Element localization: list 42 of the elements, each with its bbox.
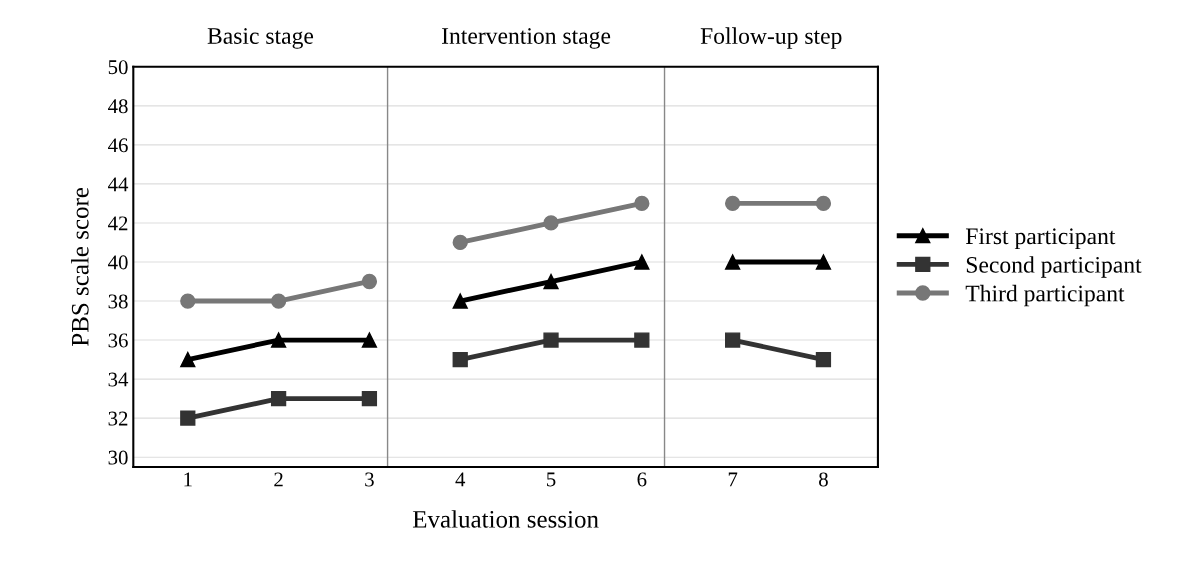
y-tick-label: 50 xyxy=(108,60,128,75)
x-tick-label: 1 xyxy=(184,472,192,487)
y-tick-label: 36 xyxy=(108,333,128,348)
point xyxy=(361,390,378,407)
x-tick-label: 6 xyxy=(637,472,647,487)
y-tick-label: 48 xyxy=(108,99,128,114)
text: Basic stage xyxy=(207,28,314,49)
legend-label: Third participant xyxy=(965,284,1125,307)
y-tick-label: 34 xyxy=(108,372,129,387)
point xyxy=(361,332,378,348)
y-tick-label: 44 xyxy=(108,177,129,192)
point xyxy=(724,332,741,348)
point xyxy=(180,293,196,309)
point xyxy=(815,351,832,368)
y-tick-label: 38 xyxy=(108,294,128,309)
y-axis-title: PBS scale score xyxy=(71,187,89,346)
y-tick-label: 32 xyxy=(108,411,128,426)
point xyxy=(361,273,378,290)
point xyxy=(724,195,741,212)
x-tick-label: 7 xyxy=(728,472,738,487)
point xyxy=(815,254,832,270)
point xyxy=(815,195,832,212)
x-tick-label: 5 xyxy=(547,472,556,487)
x-tick-label: 2 xyxy=(274,472,283,487)
text: Intervention stage xyxy=(442,28,611,49)
point xyxy=(270,293,287,309)
legend-label: Second participant xyxy=(966,256,1142,278)
point xyxy=(180,351,196,368)
y-tick-label: 30 xyxy=(108,450,128,465)
legend-label: First participant xyxy=(965,228,1116,250)
x-tick-label: 4 xyxy=(455,472,466,487)
y-tick-label: 46 xyxy=(108,138,128,153)
point xyxy=(270,390,287,407)
y-tick-label: 42 xyxy=(108,216,128,231)
y-tick-label: 40 xyxy=(108,255,128,270)
point xyxy=(180,410,196,426)
point xyxy=(724,254,741,270)
x-axis-title: Evaluation session xyxy=(412,510,599,528)
x-tick-label: 8 xyxy=(819,472,828,487)
text: Follow-up step xyxy=(700,27,842,49)
point xyxy=(270,332,287,348)
x-tick-label: 3 xyxy=(365,472,374,487)
